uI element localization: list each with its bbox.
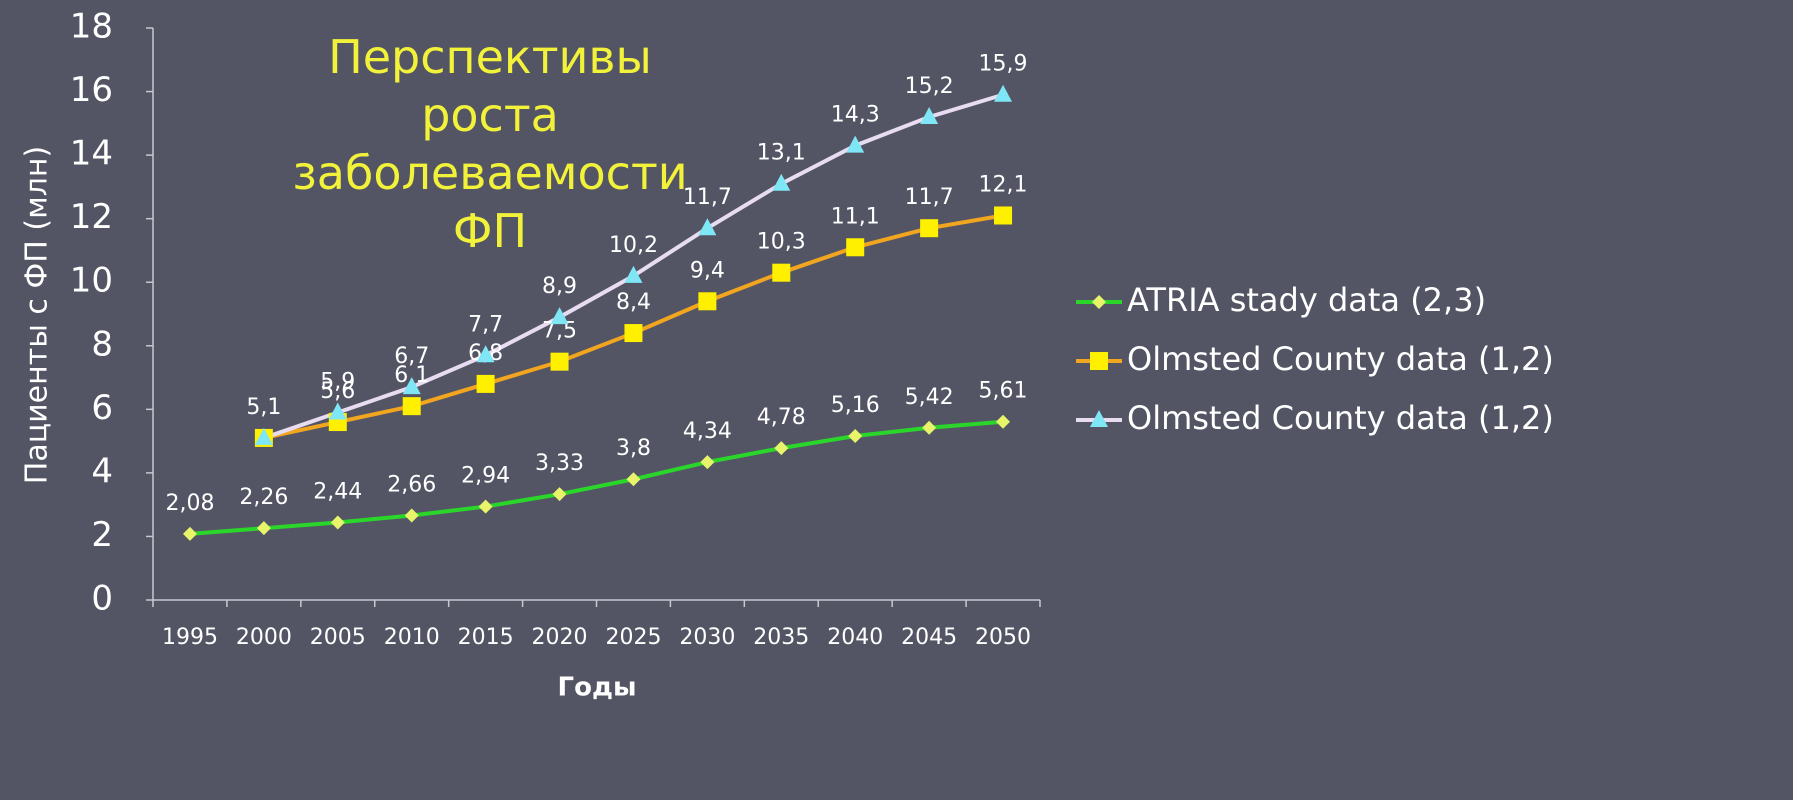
data-point xyxy=(626,472,641,487)
data-point xyxy=(254,427,273,445)
data-label: 15,2 xyxy=(905,74,954,99)
data-label: 5,61 xyxy=(979,379,1028,404)
y-tick-label: 16 xyxy=(70,70,113,110)
data-point xyxy=(550,307,569,325)
data-label: 3,33 xyxy=(535,451,584,476)
y-tick-label: 12 xyxy=(70,197,113,237)
chart-title: Перспективы роста заболеваемости ФП xyxy=(292,30,688,258)
data-point xyxy=(402,397,421,416)
data-point xyxy=(552,487,567,502)
y-tick-label: 6 xyxy=(91,388,113,428)
data-label: 3,8 xyxy=(616,436,651,461)
data-label: 13,1 xyxy=(757,141,806,166)
data-label: 2,44 xyxy=(313,479,362,504)
data-label: 6,7 xyxy=(394,344,429,369)
x-tick-label: 2025 xyxy=(605,625,661,650)
data-point xyxy=(846,238,865,257)
data-point xyxy=(476,345,495,363)
data-point xyxy=(404,508,419,523)
data-label: 11,1 xyxy=(831,204,880,229)
x-tick-label: 2050 xyxy=(975,625,1031,650)
legend-label: Olmsted County data (1,2) xyxy=(1127,340,1554,378)
data-point xyxy=(624,265,643,283)
data-point xyxy=(256,521,271,536)
y-tick-label: 0 xyxy=(91,579,113,619)
data-point xyxy=(550,352,569,371)
data-label: 11,7 xyxy=(905,185,954,210)
y-tick-label: 4 xyxy=(91,451,113,491)
data-label: 5,1 xyxy=(246,395,281,420)
y-tick-label: 10 xyxy=(70,261,113,301)
data-point xyxy=(476,374,495,393)
data-point xyxy=(182,526,197,541)
x-tick-label: 2000 xyxy=(236,625,292,650)
x-tick-label: 2020 xyxy=(532,625,588,650)
data-label: 4,78 xyxy=(757,405,806,430)
data-point xyxy=(772,263,791,282)
y-tick-label: 14 xyxy=(70,134,113,174)
data-label: 11,7 xyxy=(683,185,732,210)
data-point xyxy=(402,377,421,395)
data-label: 9,4 xyxy=(690,258,725,283)
legend-label: ATRIA stady data (2,3) xyxy=(1127,281,1486,319)
data-label: 10,2 xyxy=(609,233,658,258)
x-tick-label: 2005 xyxy=(310,625,366,650)
data-point xyxy=(328,402,347,420)
x-tick-label: 2015 xyxy=(458,625,514,650)
x-tick-label: 2035 xyxy=(753,625,809,650)
x-tick-label: 2045 xyxy=(901,625,957,650)
data-label: 15,9 xyxy=(979,52,1028,77)
data-point xyxy=(846,135,865,153)
legend-label: Olmsted County data (1,2) xyxy=(1127,399,1554,437)
data-label: 2,66 xyxy=(387,472,436,497)
data-point xyxy=(920,219,939,238)
data-point xyxy=(994,84,1013,102)
data-label: 10,3 xyxy=(757,230,806,255)
x-tick-label: 1995 xyxy=(162,625,218,650)
x-axis-title: Годы xyxy=(558,673,637,703)
x-tick-label: 2010 xyxy=(384,625,440,650)
data-label: 2,94 xyxy=(461,464,510,489)
data-point xyxy=(920,106,939,124)
y-axis-title: Пациенты с ФП (млн) xyxy=(20,146,55,484)
data-point xyxy=(994,206,1013,225)
data-point xyxy=(922,420,937,435)
data-point xyxy=(996,414,1011,429)
data-point xyxy=(330,515,345,530)
data-point xyxy=(848,429,863,444)
legend-marker xyxy=(1092,295,1106,309)
data-label: 12,1 xyxy=(979,172,1028,197)
data-point xyxy=(478,499,493,514)
x-tick-label: 2030 xyxy=(679,625,735,650)
legend-marker xyxy=(1090,410,1108,427)
data-label: 8,4 xyxy=(616,290,651,315)
y-tick-label: 2 xyxy=(91,515,113,555)
data-point xyxy=(774,441,789,456)
data-label: 5,16 xyxy=(831,393,880,418)
data-label: 5,6 xyxy=(320,379,355,404)
x-tick-label: 2040 xyxy=(827,625,883,650)
data-label: 7,7 xyxy=(468,312,503,337)
data-point xyxy=(624,324,643,343)
y-tick-label: 8 xyxy=(91,324,113,364)
data-label: 8,9 xyxy=(542,274,577,299)
data-point xyxy=(700,455,715,470)
data-label: 14,3 xyxy=(831,103,880,128)
data-label: 4,34 xyxy=(683,419,732,444)
data-point xyxy=(698,218,717,236)
y-tick-label: 18 xyxy=(70,7,113,47)
data-point xyxy=(772,173,791,191)
data-label: 5,42 xyxy=(905,385,954,410)
data-label: 2,08 xyxy=(165,491,214,516)
data-label: 5,9 xyxy=(320,370,355,395)
data-label: 2,26 xyxy=(239,485,288,510)
series-line xyxy=(189,419,1004,536)
legend-marker xyxy=(1090,352,1108,370)
data-point xyxy=(698,292,717,311)
